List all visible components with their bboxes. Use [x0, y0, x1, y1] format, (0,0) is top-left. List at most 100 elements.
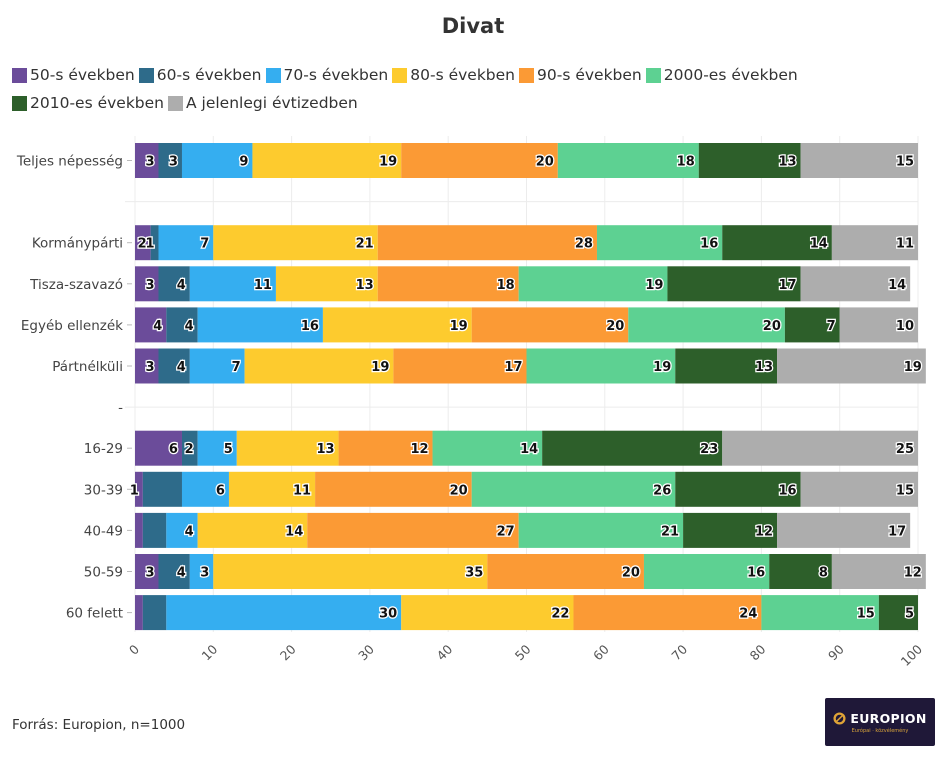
category-label: Teljes népesség	[16, 154, 123, 170]
legend-item[interactable]: 90-s években	[519, 63, 642, 88]
legend-item[interactable]: 60-s években	[138, 63, 262, 88]
bar-segment	[777, 348, 926, 384]
bar-segment	[135, 348, 159, 384]
bar-segment	[181, 430, 198, 466]
data-label: 1	[145, 237, 154, 252]
logo-text: EUROPION	[850, 710, 927, 726]
bar-segment	[338, 430, 433, 466]
bar-segment	[166, 595, 402, 631]
data-label: 18	[677, 155, 695, 170]
legend-item[interactable]: 2010-es években	[12, 91, 164, 116]
bar-segment	[526, 348, 676, 384]
bar-segment	[135, 307, 167, 343]
data-label: 21	[356, 237, 374, 252]
bar-segment	[471, 307, 629, 343]
bar-segment	[189, 266, 276, 302]
data-label: 7	[827, 319, 836, 334]
bar-segment	[158, 143, 182, 178]
data-label: 16	[301, 319, 319, 334]
x-tick-label: 60	[590, 641, 612, 663]
data-label: 26	[653, 483, 671, 498]
bar-segment	[158, 348, 190, 384]
legend-label: 2000-es években	[663, 66, 798, 84]
category-label: Tisza-szavazó	[29, 277, 123, 293]
x-tick-label: 70	[668, 641, 690, 663]
data-label: 3	[145, 278, 154, 293]
bar-segment	[777, 512, 911, 548]
data-label: 15	[896, 483, 914, 498]
bar-segment	[800, 471, 918, 507]
data-label: 22	[551, 607, 569, 622]
bar-segment	[683, 512, 778, 548]
data-label: 15	[857, 607, 875, 622]
legend-label: 70-s években	[283, 66, 389, 84]
bar-segment	[839, 307, 918, 343]
legend-item[interactable]: 80-s években	[392, 63, 515, 88]
bar-segment	[401, 143, 558, 178]
data-label: 3	[169, 155, 178, 170]
data-label: 13	[316, 442, 334, 457]
bar-segment	[135, 554, 159, 589]
x-tick-label: 0	[126, 641, 142, 657]
data-label: 35	[465, 566, 483, 581]
legend-swatch	[138, 68, 154, 83]
category-label: -	[118, 400, 123, 416]
data-label: 20	[606, 319, 624, 334]
bar-segment	[557, 143, 699, 178]
logo-tagline: Európai · közvélemény	[851, 727, 909, 734]
bar-segment	[197, 430, 237, 466]
category-label: 30-39	[84, 482, 123, 498]
legend-swatch	[168, 96, 183, 111]
bar-segment	[307, 512, 519, 548]
bar-segment	[643, 554, 770, 589]
data-label: 13	[778, 155, 796, 170]
legend-item[interactable]: 70-s években	[265, 63, 389, 88]
data-label: 2	[185, 442, 194, 457]
bar-segment	[158, 266, 190, 302]
legend-item[interactable]: 2000-es években	[645, 63, 798, 88]
bar-segment	[135, 471, 143, 507]
legend-label: 80-s években	[410, 66, 515, 84]
data-label: 30	[379, 607, 397, 622]
legend-label: 50-s években	[30, 66, 135, 84]
bar-segment	[377, 225, 597, 261]
data-label: 14	[888, 278, 906, 293]
legend-label: 60-s években	[156, 66, 262, 84]
bar-segment	[432, 430, 543, 466]
chart-title: Divat	[441, 14, 505, 38]
legend-item[interactable]: 50-s években	[12, 63, 135, 88]
x-tick-label: 90	[825, 641, 847, 663]
bar-segment	[377, 266, 519, 302]
bar-segment	[542, 430, 723, 466]
data-label: 13	[356, 278, 374, 293]
data-label: 3	[200, 566, 209, 581]
bar-segment	[596, 225, 723, 261]
bar-segment	[189, 554, 214, 589]
category-label: Egyéb ellenzék	[21, 318, 123, 334]
legend-swatch	[519, 68, 534, 83]
bar-segment	[784, 307, 840, 343]
data-label: 4	[177, 360, 186, 375]
bar-segment	[213, 225, 378, 261]
bar-segment	[197, 512, 308, 548]
bar-segment	[573, 595, 762, 631]
bar-segment	[213, 554, 488, 589]
data-label: 4	[185, 319, 194, 334]
bar-segment	[244, 348, 394, 384]
bar-segment	[135, 512, 143, 548]
legend-swatch	[392, 68, 408, 83]
data-label: 14	[810, 237, 828, 252]
legend-swatch	[12, 68, 27, 83]
bar-segment	[150, 225, 159, 261]
data-label: 20	[763, 319, 781, 334]
data-label: 27	[497, 524, 515, 539]
bar-segment	[252, 143, 402, 178]
bar-segment	[675, 348, 778, 384]
bar-segment	[135, 143, 159, 178]
bar-segment	[135, 430, 182, 466]
bar-segment	[142, 512, 167, 548]
data-label: 14	[285, 524, 303, 539]
data-label: 24	[739, 607, 757, 622]
legend-item[interactable]: A jelenlegi évtizedben	[168, 91, 358, 116]
data-label: 17	[888, 524, 906, 539]
